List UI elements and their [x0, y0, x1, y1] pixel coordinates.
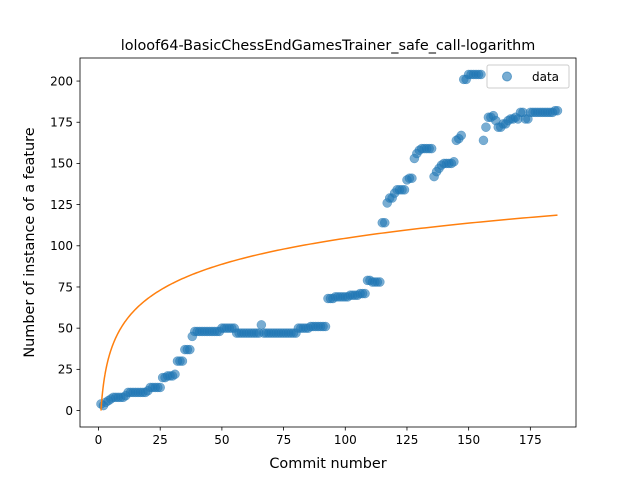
x-tick-label: 50	[214, 433, 229, 447]
data-point	[476, 69, 486, 80]
data-point	[320, 321, 331, 332]
data-point	[449, 157, 459, 167]
axes-frame	[79, 57, 577, 428]
data-point	[360, 288, 370, 299]
y-tick-label: 150	[50, 157, 73, 171]
data-point	[407, 173, 417, 183]
legend-marker-data	[502, 71, 512, 82]
y-tick-label: 75	[58, 280, 73, 294]
x-tick-label: 125	[396, 433, 419, 447]
y-tick-label: 50	[58, 321, 73, 335]
data-point	[426, 143, 437, 154]
y-tick-label: 25	[58, 363, 73, 377]
x-tick-label: 150	[457, 433, 480, 447]
data-point	[185, 344, 195, 355]
y-axis-label: Number of instance of a feature	[22, 127, 38, 357]
data-point	[177, 356, 188, 366]
data-point	[478, 135, 489, 146]
plot-area	[96, 69, 563, 411]
data-point	[456, 130, 466, 141]
x-axis-label: Commit number	[269, 456, 386, 472]
fit-curve	[100, 214, 558, 411]
x-tick-label: 0	[95, 433, 103, 447]
x-tick-label: 100	[334, 433, 357, 447]
y-tick-label: 125	[50, 198, 73, 212]
data-point	[375, 277, 385, 287]
legend: data	[486, 64, 570, 89]
x-tick-label: 175	[519, 433, 542, 447]
y-tick-label: 100	[50, 239, 73, 253]
data-point	[256, 320, 267, 330]
y-tick-label: 0	[65, 404, 73, 418]
x-tick-label: 75	[276, 433, 291, 447]
y-tick-label: 175	[50, 116, 73, 130]
data-point	[552, 105, 563, 116]
x-axis: 0 25 50 75 100 125 150 175	[95, 427, 542, 447]
y-axis: 0 25 50 75 100 125 150 175 200	[50, 74, 80, 418]
data-point	[170, 369, 180, 380]
legend-box	[486, 64, 570, 89]
chart-title: loloof64-BasicChessEndGamesTrainer_safe_…	[121, 38, 536, 54]
legend-label-data: data	[532, 70, 559, 84]
x-tick-label: 25	[153, 433, 168, 447]
data-point	[380, 217, 390, 228]
y-tick-label: 200	[50, 74, 73, 88]
data-point	[481, 122, 491, 132]
data-point	[155, 382, 165, 393]
data-point	[399, 185, 410, 195]
